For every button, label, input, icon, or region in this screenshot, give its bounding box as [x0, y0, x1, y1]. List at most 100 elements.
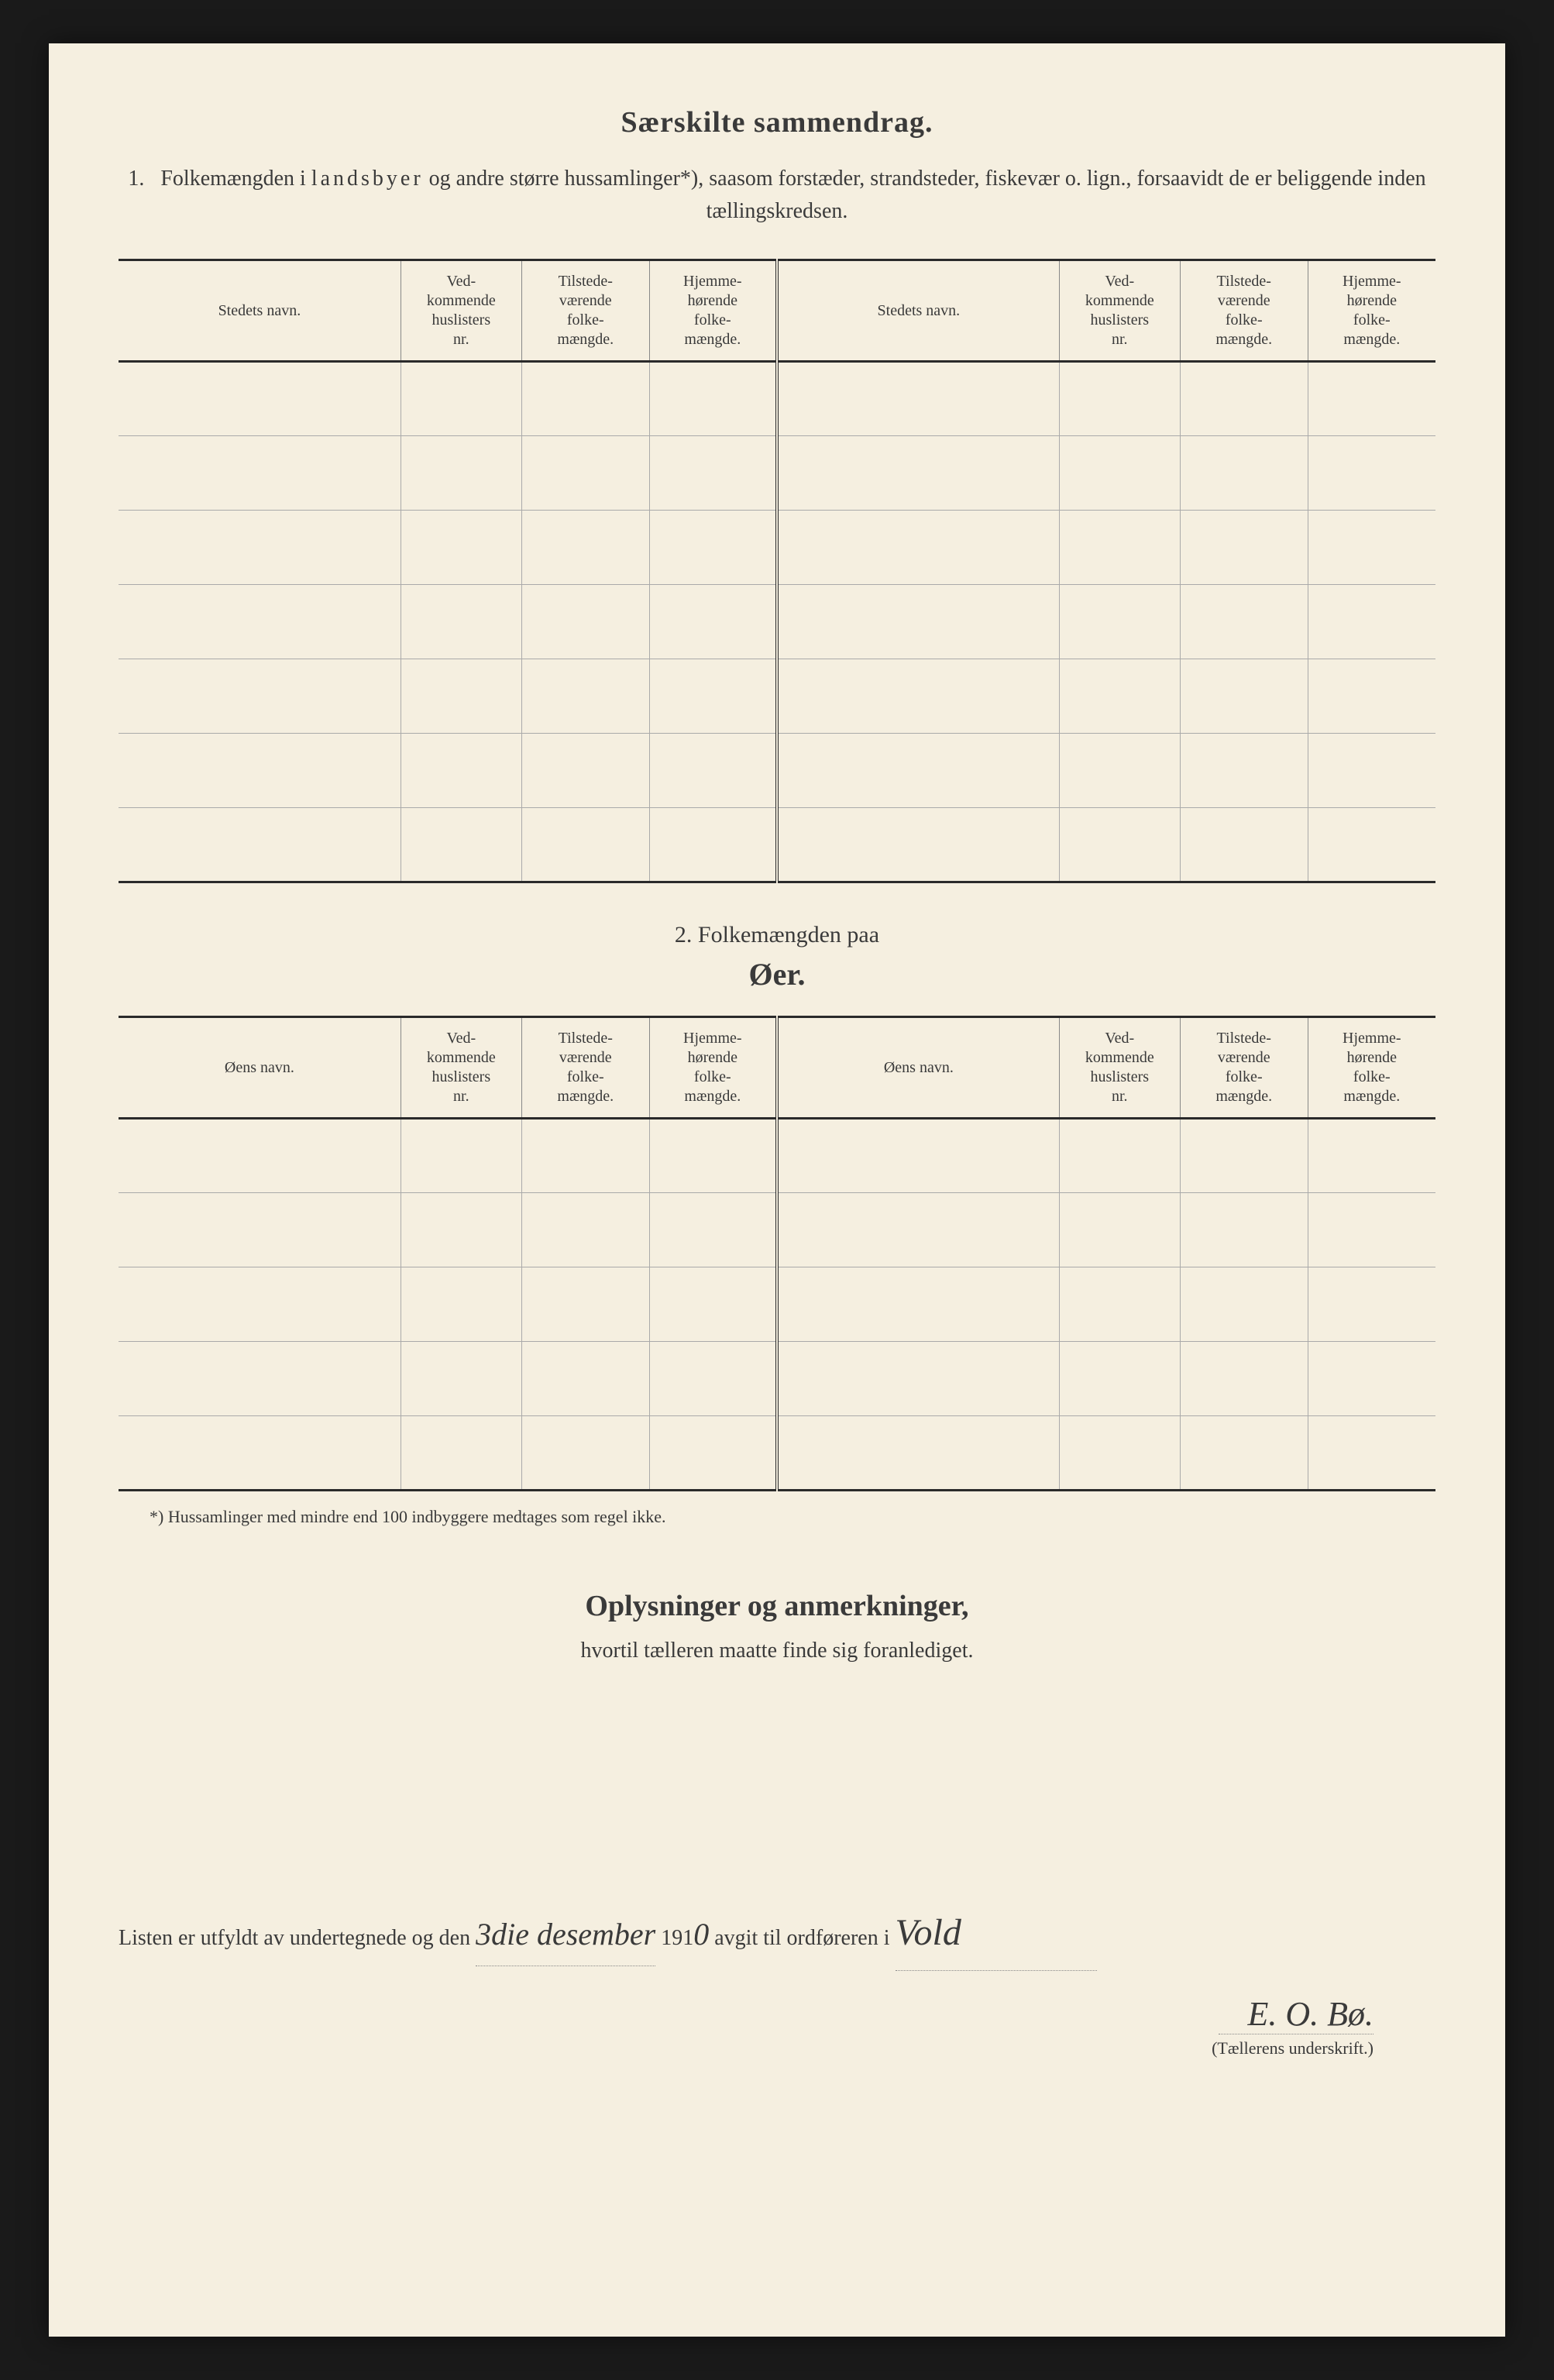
table-cell — [1059, 1193, 1180, 1267]
table-cell — [1308, 1267, 1435, 1342]
table-cell — [401, 1342, 521, 1416]
table-cell — [521, 1342, 649, 1416]
th-col2-l: Ved- kommende huslisters nr. — [401, 260, 521, 362]
table-cell — [1059, 734, 1180, 808]
section2-label: 2. Folkemængden paa — [119, 922, 1435, 948]
table-row — [119, 1267, 1435, 1342]
table-cell — [1308, 585, 1435, 659]
table-cell — [1059, 362, 1180, 436]
table1-body — [119, 362, 1435, 882]
signature-block: E. O. Bø. (Tællerens underskrift.) — [119, 1994, 1435, 2058]
table-cell — [1180, 511, 1308, 585]
table-cell — [1059, 1416, 1180, 1491]
table-cell — [777, 1416, 1059, 1491]
table-cell — [649, 511, 777, 585]
table-islands: Øens navn. Ved- kommende huslisters nr. … — [119, 1016, 1435, 1491]
table-cell — [649, 1193, 777, 1267]
remarks-title: Oplysninger og anmerkninger, — [119, 1589, 1435, 1623]
table-cell — [401, 1119, 521, 1193]
table-row — [119, 585, 1435, 659]
table-cell — [777, 1342, 1059, 1416]
th2-col2-l: Ved- kommende huslisters nr. — [401, 1017, 521, 1119]
section2-title: Øer. — [119, 956, 1435, 992]
signoff-text2: avgit til ordføreren i — [714, 1926, 895, 1950]
table-cell — [401, 734, 521, 808]
table-cell — [119, 511, 401, 585]
table-cell — [649, 585, 777, 659]
table-cell — [1180, 659, 1308, 734]
table-cell — [1180, 1119, 1308, 1193]
th2-col2-r: Ved- kommende huslisters nr. — [1059, 1017, 1180, 1119]
table-cell — [777, 1119, 1059, 1193]
signoff-date-hand: 3die desember — [476, 1904, 655, 1966]
remarks-subtitle: hvortil tælleren maatte finde sig foranl… — [119, 1639, 1435, 1663]
section1-spaced: landsbyer — [311, 167, 424, 191]
table-cell — [1059, 1119, 1180, 1193]
table-cell — [1180, 1342, 1308, 1416]
table-cell — [1180, 585, 1308, 659]
th-col4-r: Hjemme- hørende folke- mængde. — [1308, 260, 1435, 362]
table-cell — [649, 734, 777, 808]
table-cell — [777, 362, 1059, 436]
table-cell — [1308, 511, 1435, 585]
table-row — [119, 659, 1435, 734]
table-cell — [401, 1193, 521, 1267]
signature-label: (Tællerens underskrift.) — [119, 2038, 1374, 2058]
signoff-year-hand: 0 — [693, 1917, 709, 1952]
table-cell — [401, 362, 521, 436]
table-cell — [649, 362, 777, 436]
table-villages: Stedets navn. Ved- kommende huslisters n… — [119, 259, 1435, 883]
signoff-text1: Listen er utfyldt av undertegnede og den — [119, 1926, 476, 1950]
table-row — [119, 734, 1435, 808]
table-cell — [401, 436, 521, 511]
table-cell — [1059, 808, 1180, 882]
table-cell — [1059, 585, 1180, 659]
table-cell — [1180, 1267, 1308, 1342]
table-cell — [777, 1267, 1059, 1342]
section1-text: 1. Folkemængden i landsbyer og andre stø… — [119, 163, 1435, 228]
table-cell — [521, 1119, 649, 1193]
table-cell — [1180, 1193, 1308, 1267]
table-cell — [119, 436, 401, 511]
table-cell — [649, 1267, 777, 1342]
table-cell — [521, 585, 649, 659]
table-cell — [1308, 362, 1435, 436]
table-cell — [119, 1342, 401, 1416]
table-cell — [1308, 808, 1435, 882]
table-cell — [119, 1267, 401, 1342]
table-row — [119, 808, 1435, 882]
table-row — [119, 1193, 1435, 1267]
th-place-name-r: Stedets navn. — [777, 260, 1059, 362]
table-cell — [401, 1416, 521, 1491]
table-row — [119, 511, 1435, 585]
table-cell — [1308, 1193, 1435, 1267]
table-cell — [777, 436, 1059, 511]
th2-col3-r: Tilstede- værende folke- mængde. — [1180, 1017, 1308, 1119]
table-cell — [401, 511, 521, 585]
th-col4-l: Hjemme- hørende folke- mængde. — [649, 260, 777, 362]
table-cell — [119, 734, 401, 808]
table-cell — [1059, 659, 1180, 734]
section1-before: Folkemængden i — [160, 167, 311, 191]
table-cell — [521, 1416, 649, 1491]
table-cell — [649, 1342, 777, 1416]
table-cell — [1180, 362, 1308, 436]
th2-col4-l: Hjemme- hørende folke- mængde. — [649, 1017, 777, 1119]
table-cell — [521, 362, 649, 436]
table-cell — [119, 585, 401, 659]
section1-after: og andre større hussamlinger*), saasom f… — [424, 167, 1426, 223]
table-cell — [521, 734, 649, 808]
th-col3-l: Tilstede- værende folke- mængde. — [521, 260, 649, 362]
table-cell — [521, 659, 649, 734]
table-cell — [649, 808, 777, 882]
table-cell — [1059, 436, 1180, 511]
th-island-r: Øens navn. — [777, 1017, 1059, 1119]
table-row — [119, 1416, 1435, 1491]
table-cell — [1308, 659, 1435, 734]
table-cell — [649, 1119, 777, 1193]
table-cell — [401, 1267, 521, 1342]
table-cell — [1308, 436, 1435, 511]
table-cell — [649, 436, 777, 511]
th-col2-r: Ved- kommende huslisters nr. — [1059, 260, 1180, 362]
table-cell — [401, 585, 521, 659]
